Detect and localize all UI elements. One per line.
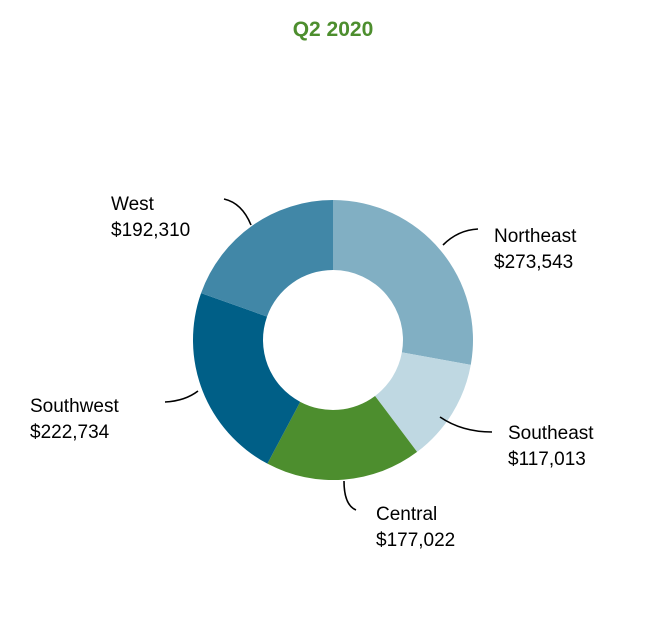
value-label: $117,013 (508, 449, 586, 470)
leader-line-west (223, 198, 252, 226)
slice-northeast (333, 200, 473, 365)
leader-line-southeast (439, 416, 493, 433)
value-label: $177,022 (376, 530, 456, 551)
category-label: Southwest (30, 396, 119, 417)
category-label: West (111, 194, 154, 215)
leader-line-central (343, 480, 357, 511)
leader-line-southwest (164, 390, 199, 403)
slice-southeast (375, 352, 471, 452)
data-label-southeast: Southeast $117,013 (508, 421, 594, 473)
data-label-southwest: Southwest $222,734 (30, 394, 119, 446)
value-label: $192,310 (111, 220, 191, 241)
value-label: $273,543 (494, 252, 574, 273)
data-label-west: West $192,310 (111, 192, 190, 244)
data-label-central: Central $177,022 (376, 502, 455, 554)
category-label: Southeast (508, 423, 594, 444)
slice-southwest (193, 293, 301, 464)
chart-title: Q2 2020 (292, 18, 374, 41)
slice-central (267, 395, 418, 480)
category-label: Northeast (494, 226, 577, 247)
category-label: Central (376, 504, 438, 525)
leader-line-northeast (442, 228, 479, 246)
data-label-northeast: Northeast $273,543 (494, 224, 576, 276)
value-label: $222,734 (30, 422, 110, 443)
slice-west (201, 200, 333, 317)
